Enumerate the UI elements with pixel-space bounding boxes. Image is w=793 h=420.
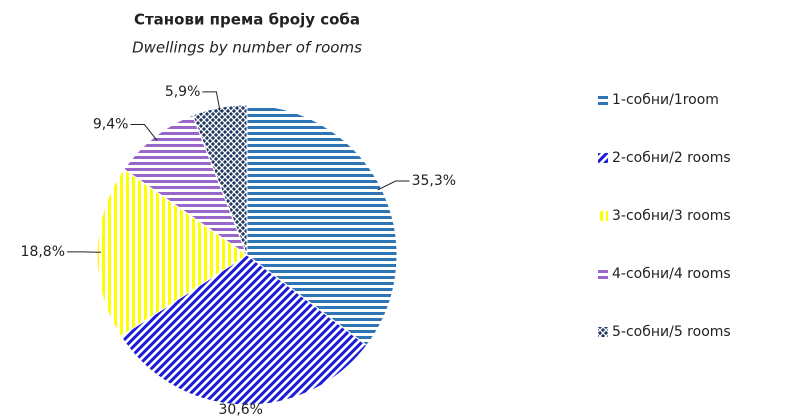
data-label: 18,8% <box>21 244 65 260</box>
leader-line <box>377 180 410 191</box>
legend-label: 4-собни/4 rooms <box>612 266 731 282</box>
chart-title: Станови према броју соба <box>134 11 360 29</box>
legend-swatch <box>598 327 608 337</box>
legend-swatch <box>598 269 608 279</box>
pie-slice <box>120 254 368 406</box>
data-label: 5,9% <box>165 84 201 100</box>
leader-line <box>202 91 221 112</box>
legend-swatch <box>598 95 608 105</box>
legend-label: 5-собни/5 rooms <box>612 324 731 340</box>
legend-label: 3-собни/3 rooms <box>612 208 731 224</box>
legend-label: 2-собни/2 rooms <box>612 150 731 166</box>
chart-subtitle: Dwellings by number of rooms <box>132 39 362 57</box>
leader-line <box>130 123 158 141</box>
legend-label: 1-собни/1room <box>612 92 719 108</box>
legend-swatch <box>598 211 608 221</box>
legend-swatch <box>598 153 608 163</box>
data-label: 35,3% <box>412 173 456 189</box>
data-label: 30,6% <box>219 402 263 418</box>
data-label: 9,4% <box>93 116 129 132</box>
